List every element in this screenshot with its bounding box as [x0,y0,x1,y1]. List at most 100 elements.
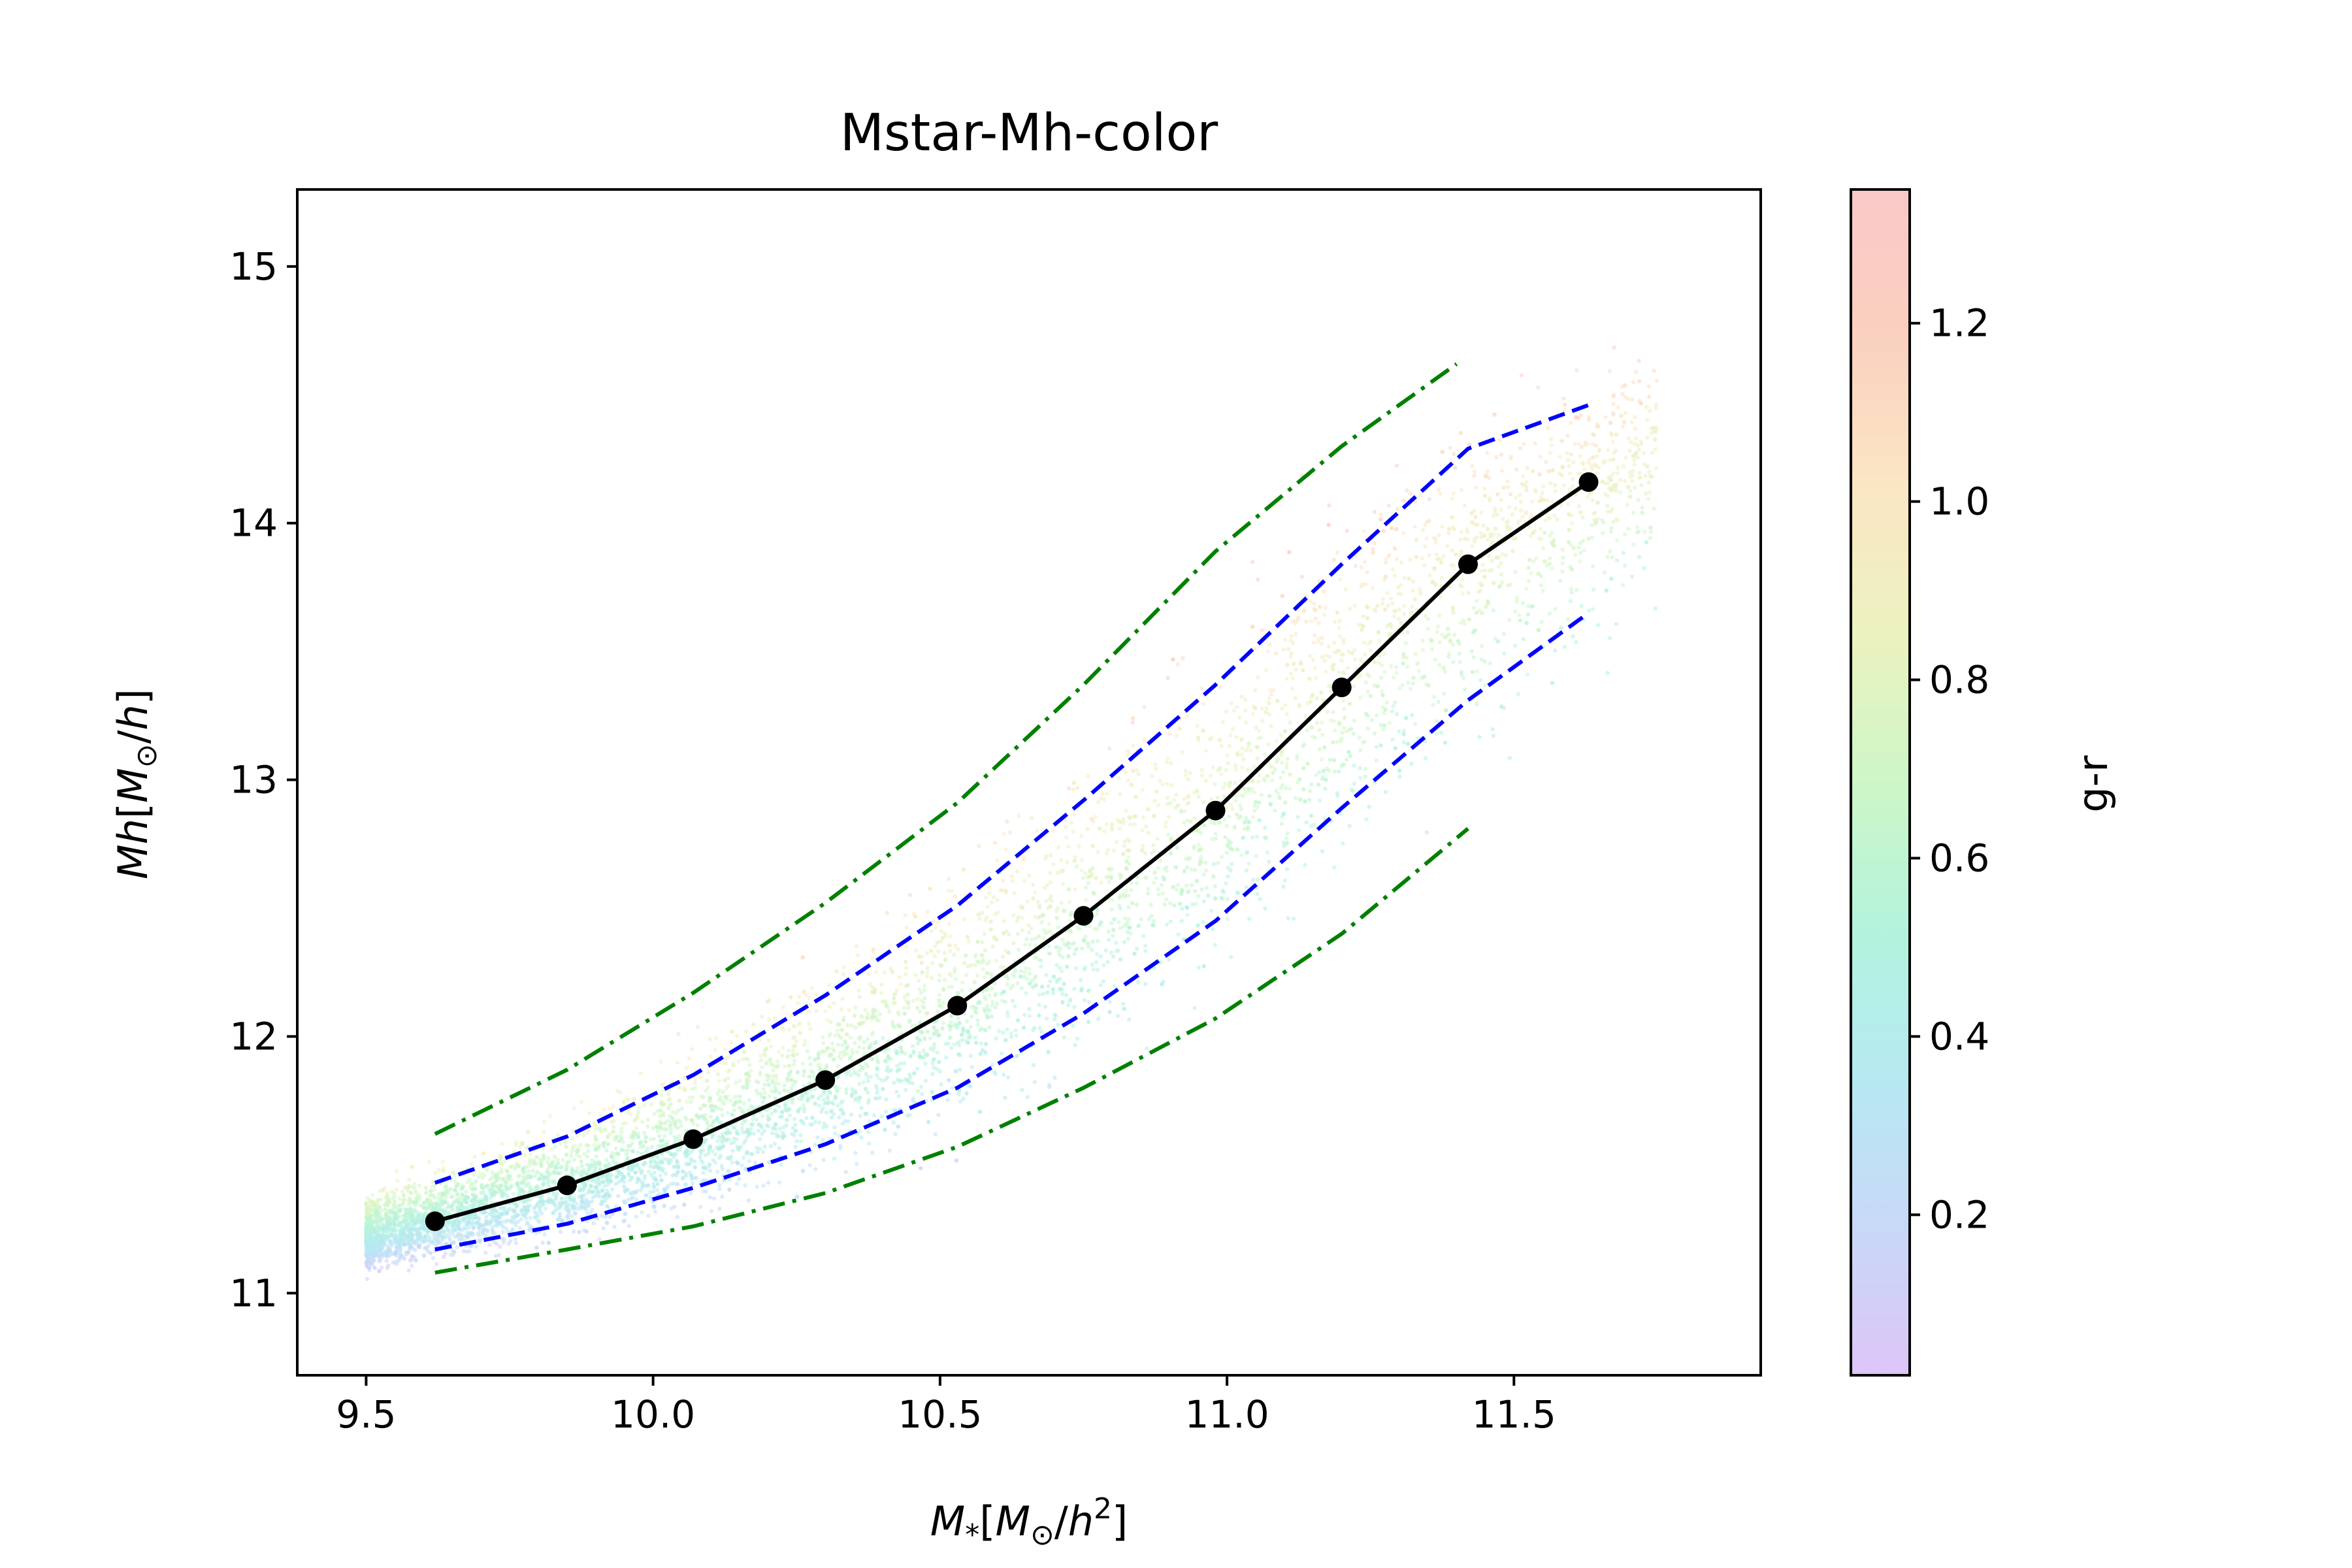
scatter-point [1073,855,1077,860]
scatter-point [1482,683,1488,688]
scatter-point [1565,451,1569,455]
scatter-point [760,1065,764,1070]
scatter-point [1576,504,1582,508]
scatter-point [640,1119,645,1124]
scatter-point [1122,843,1127,849]
scatter-point [574,1201,579,1206]
scatter-point [896,1094,901,1099]
scatter-point [831,1102,836,1106]
scatter-point [1590,607,1595,612]
scatter-point [849,1047,855,1053]
scatter-point [821,1106,825,1111]
scatter-point [1388,664,1394,668]
scatter-point [447,1211,451,1215]
scatter-point [1103,948,1108,953]
scatter-point [764,1060,770,1065]
scatter-point [1027,1007,1032,1011]
scatter-point [1209,908,1214,913]
scatter-point [571,1230,576,1234]
scatter-point [1077,926,1083,931]
scatter-point [1527,579,1531,583]
scatter-point [736,1059,741,1064]
scatter-point [1051,828,1056,833]
scatter-point [1499,583,1503,587]
scatter-point [1263,825,1267,830]
scatter-point [676,1126,680,1131]
scatter-point [1027,967,1032,972]
scatter-point [840,996,845,1001]
scatter-point [1255,756,1260,760]
scatter-point [1526,604,1531,609]
scatter-point [754,1079,759,1084]
scatter-point [738,1094,743,1099]
scatter-point [754,1088,759,1093]
scatter-point [1122,939,1126,945]
scatter-point [1372,731,1377,736]
scatter-point [1615,470,1620,476]
scatter-point [607,1161,612,1166]
scatter-point [782,1064,787,1069]
scatter-point [772,1126,777,1130]
scatter-point [1014,1034,1019,1038]
scatter-point [947,922,952,926]
scatter-point [1501,516,1505,521]
scatter-point [1506,528,1511,532]
scatter-point [1269,723,1273,728]
scatter-point [1339,659,1344,663]
scatter-point [413,1248,417,1252]
scatter-point [1382,670,1387,674]
scatter-point [1226,761,1230,766]
scatter-point [1365,726,1370,731]
scatter-point [1391,704,1396,709]
scatter-point [1502,651,1507,656]
scatter-point [1109,950,1113,955]
scatter-point [666,1092,671,1096]
scatter-point [932,1042,937,1047]
scatter-point [817,1103,821,1108]
scatter-point [1326,644,1331,649]
scatter-point [995,858,1000,863]
scatter-point [996,910,1000,915]
scatter-point [1025,899,1030,904]
scatter-point [1209,820,1214,825]
scatter-point [1252,790,1256,794]
scatter-point [1196,842,1201,847]
scatter-point [675,1060,680,1065]
scatter-point [455,1245,459,1250]
scatter-point [1332,728,1337,733]
scatter-point [982,975,987,980]
scatter-point [1200,773,1204,778]
scatter-point [770,1131,775,1135]
scatter-point [1152,798,1157,804]
scatter-point [1033,936,1038,941]
scatter-point [1064,835,1069,840]
scatter-point [903,913,907,918]
scatter-point [525,1145,529,1150]
scatter-point [1118,792,1122,796]
scatter-point [1004,847,1009,852]
scatter-point [1032,915,1037,919]
scatter-point [1169,760,1173,766]
scatter-point [1328,757,1333,762]
scatter-point [1352,647,1357,653]
scatter-point [1445,627,1450,631]
scatter-point [1607,549,1612,553]
scatter-point [1357,735,1362,740]
scatter-point [719,1164,724,1168]
scatter-point [989,987,994,991]
scatter-point [465,1231,469,1235]
scatter-point [1158,858,1163,863]
scatter-point [517,1173,522,1178]
scatter-point [662,1134,667,1138]
scatter-point [1141,843,1145,849]
scatter-point [1633,436,1638,441]
scatter-point [928,1036,933,1041]
scatter-point [1168,901,1173,906]
scatter-point [1328,718,1333,723]
scatter-point [1559,439,1564,444]
scatter-point [1060,938,1065,942]
scatter-point [975,1018,980,1023]
scatter-point [1183,768,1188,773]
scatter-point [1524,587,1529,591]
scatter-point [1114,940,1119,945]
